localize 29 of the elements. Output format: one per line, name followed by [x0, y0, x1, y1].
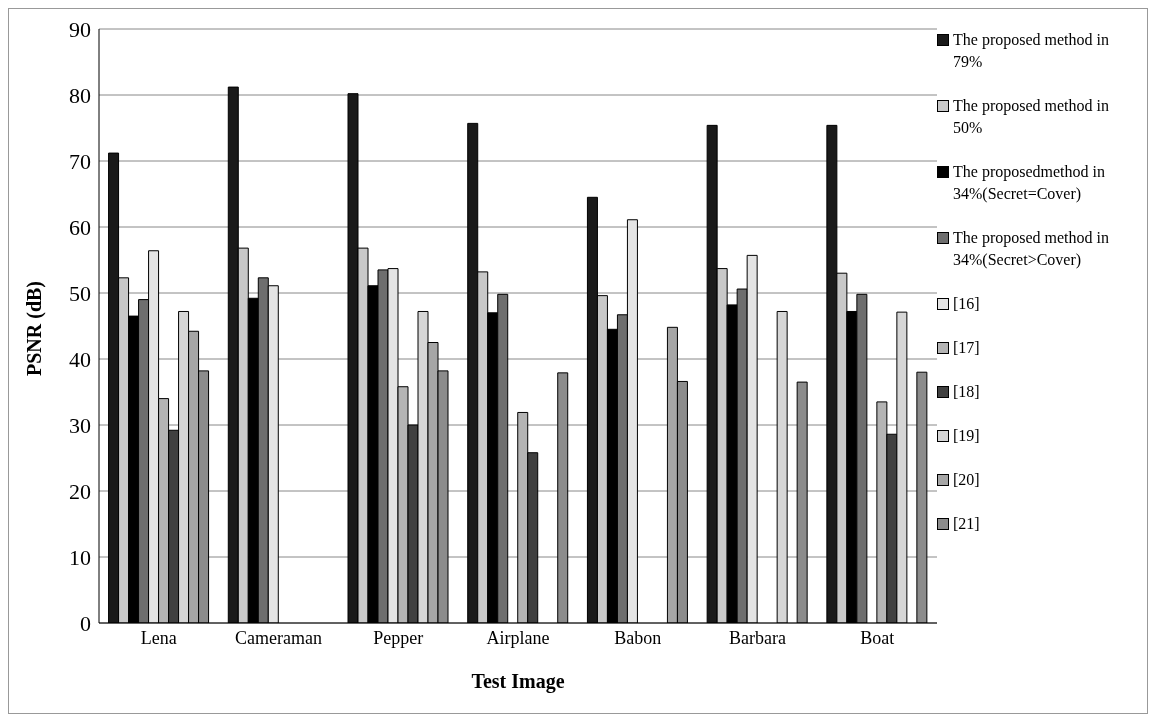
y-tick-label: 50 — [69, 280, 91, 306]
legend-label: The proposed method in 50% — [953, 96, 1110, 138]
legend-label: The proposedmethod in 34%(Secret=Cover) — [953, 162, 1106, 205]
x-tick-label: Airplane — [486, 627, 550, 648]
y-tick-label: 40 — [69, 346, 91, 372]
legend-label: [16] — [953, 294, 981, 314]
legend-label: [21] — [953, 514, 981, 534]
y-tick-label: 20 — [69, 478, 91, 504]
legend-label: The proposed method in 79% — [953, 30, 1110, 72]
y-tick-label: 60 — [69, 214, 91, 240]
y-tick-label: 90 — [69, 16, 91, 42]
x-tick-label: Barbara — [728, 627, 786, 648]
y-tick-label: 10 — [69, 544, 91, 570]
legend-label: [19] — [953, 426, 981, 446]
y-axis-title: PSNR (dB) — [23, 280, 47, 376]
x-tick-label: Boat — [860, 627, 895, 648]
y-tick-label: 0 — [80, 610, 91, 636]
x-tick-label: Lena — [140, 627, 177, 648]
legend-label: [18] — [953, 382, 981, 402]
y-tick-label: 30 — [69, 412, 91, 438]
x-tick-label: Babon — [614, 627, 662, 648]
legend-label: [17] — [953, 338, 981, 358]
legend-label: The proposed method in 34%(Secret>Cover) — [953, 228, 1110, 271]
x-tick-label: Pepper — [373, 627, 424, 648]
legend-label: [20] — [953, 470, 981, 490]
y-tick-label: 70 — [69, 148, 91, 174]
x-axis-title: Test Image — [471, 670, 565, 693]
y-tick-label: 80 — [69, 82, 91, 108]
x-tick-label: Cameraman — [235, 627, 323, 648]
